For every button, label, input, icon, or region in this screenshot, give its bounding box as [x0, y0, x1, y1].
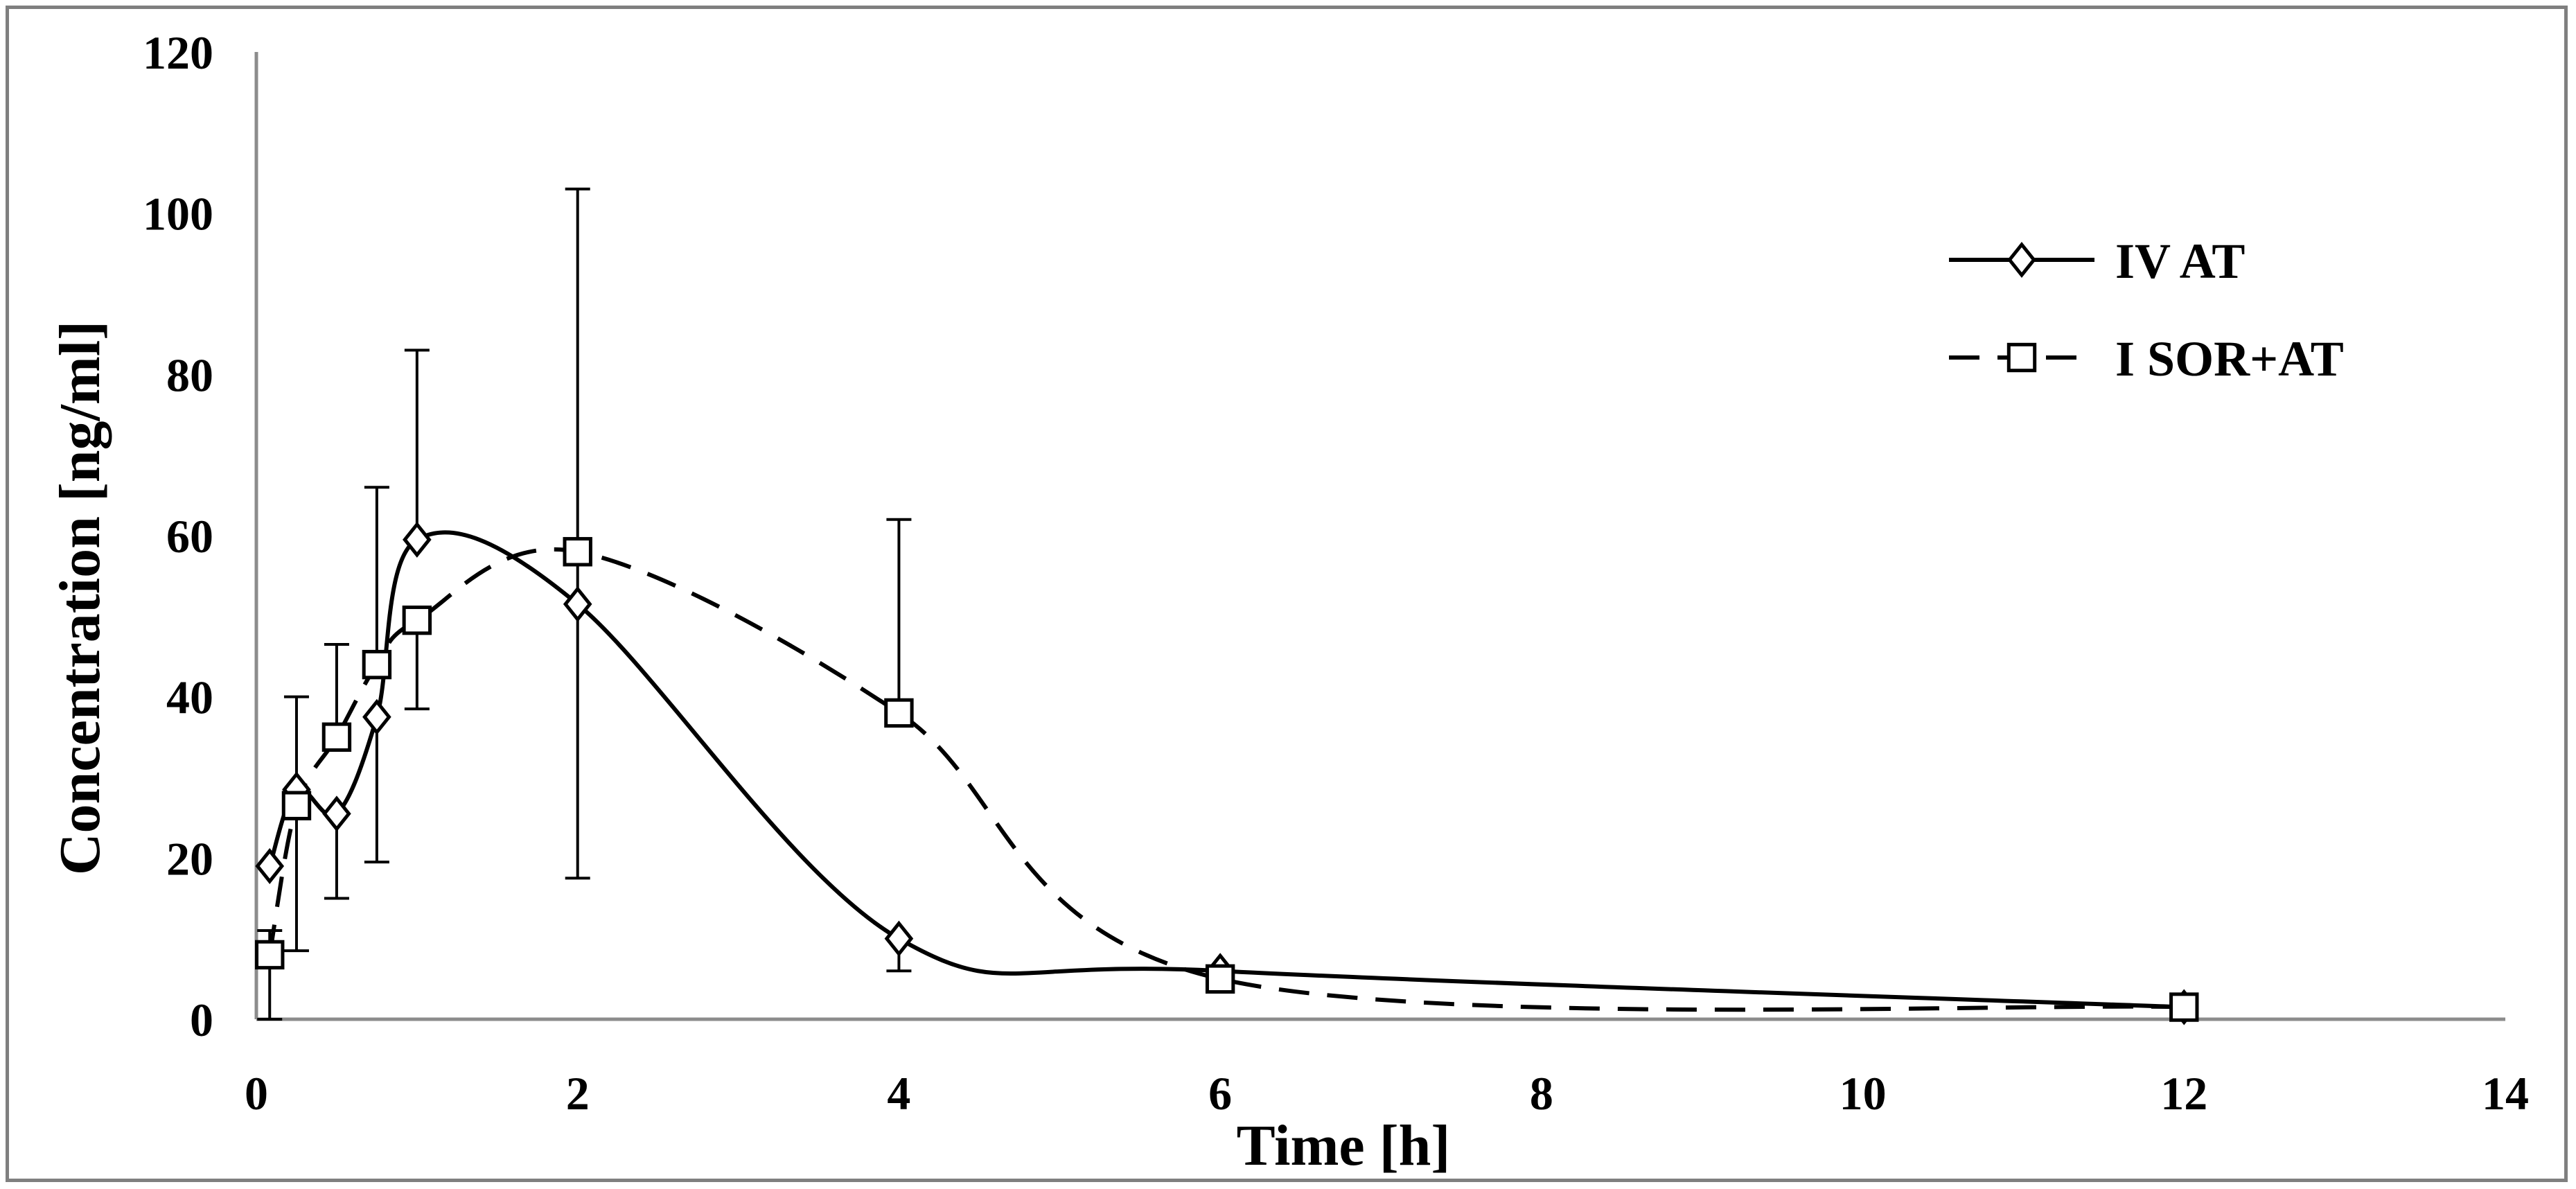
legend-marker-square — [2006, 342, 2037, 373]
x-tick-label: 14 — [2482, 1067, 2529, 1120]
data-point-square — [884, 698, 914, 728]
y-tick-label: 80 — [166, 349, 213, 401]
x-tick-label: 2 — [566, 1067, 590, 1120]
y-tick-label: 40 — [166, 671, 213, 724]
y-tick-label: 60 — [166, 510, 213, 563]
x-tick-label: 4 — [887, 1067, 910, 1120]
x-tick-label: 10 — [1840, 1067, 1887, 1120]
y-tick-label: 100 — [143, 188, 213, 240]
y-tick-label: 120 — [143, 26, 213, 79]
tick-labels: 0 20 40 60 80 100 120 0 2 4 6 8 10 12 14 — [143, 26, 2529, 1120]
series-line-2 — [267, 547, 2185, 1012]
series-line-1 — [267, 530, 2185, 1010]
data-point-diamond — [362, 698, 391, 735]
data-point-square — [255, 940, 285, 970]
chart-frame: 0 20 40 60 80 100 120 0 2 4 6 8 10 12 14 Time [h] Conc… — [6, 6, 2568, 1182]
legend-label: I SOR+AT — [2115, 331, 2344, 387]
data-point-square — [321, 722, 352, 752]
data-point-diamond — [403, 521, 432, 558]
data-point-square — [1205, 964, 1235, 994]
x-tick-label: 12 — [2160, 1067, 2207, 1120]
pk-concentration-chart: 0 20 40 60 80 100 120 0 2 4 6 8 10 12 14 Time [h] Conc… — [48, 26, 2529, 1178]
series-lines — [267, 530, 2185, 1012]
series-markers — [255, 521, 2199, 1025]
x-tick-label: 0 — [245, 1067, 268, 1120]
x-tick-label: 6 — [1208, 1067, 1232, 1120]
data-point-square — [402, 605, 432, 635]
y-axis-label: Concentration [ng/ml] — [48, 321, 112, 875]
legend: IV AT I SOR+AT — [1949, 234, 2344, 387]
legend-label: IV AT — [2115, 234, 2245, 289]
data-point-square — [563, 537, 592, 567]
data-point-square — [362, 649, 392, 680]
data-point-diamond — [563, 585, 592, 622]
y-tick-label: 20 — [166, 832, 213, 885]
axes — [254, 52, 2505, 1021]
x-axis-label: Time [h] — [1237, 1113, 1451, 1178]
x-tick-label: 8 — [1530, 1067, 1553, 1120]
legend-marker-diamond — [2007, 241, 2036, 279]
y-tick-label: 0 — [190, 994, 213, 1046]
data-point-diamond — [322, 795, 351, 832]
data-point-diamond — [884, 920, 914, 957]
data-point-square — [281, 791, 312, 820]
data-point-diamond — [255, 847, 285, 884]
data-point-square — [2169, 992, 2199, 1022]
